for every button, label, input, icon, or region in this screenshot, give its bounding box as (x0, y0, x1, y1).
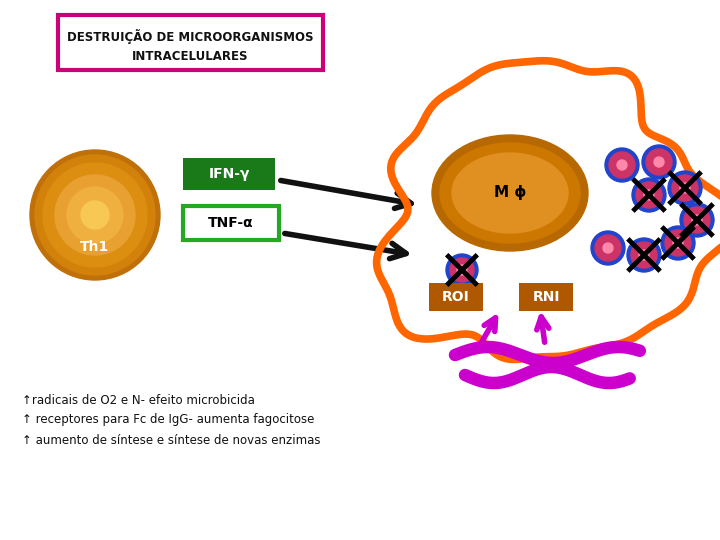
Circle shape (627, 238, 661, 272)
Circle shape (605, 148, 639, 182)
FancyBboxPatch shape (429, 283, 483, 311)
Circle shape (644, 190, 654, 200)
Polygon shape (377, 60, 720, 360)
Circle shape (591, 231, 625, 265)
FancyBboxPatch shape (183, 158, 275, 190)
Text: IFN-γ: IFN-γ (208, 167, 250, 181)
Text: RNI: RNI (532, 290, 559, 304)
Circle shape (450, 258, 474, 282)
FancyBboxPatch shape (183, 206, 279, 240)
Text: Th1: Th1 (81, 240, 109, 254)
Ellipse shape (440, 143, 580, 243)
FancyBboxPatch shape (519, 283, 573, 311)
Circle shape (680, 183, 690, 193)
Circle shape (609, 152, 635, 178)
Circle shape (595, 235, 621, 261)
Ellipse shape (452, 153, 568, 233)
Circle shape (43, 163, 147, 267)
Circle shape (67, 187, 123, 243)
Text: INTRACELULARES: INTRACELULARES (132, 51, 248, 64)
Text: ROI: ROI (442, 290, 470, 304)
Circle shape (672, 175, 698, 201)
Circle shape (684, 207, 710, 233)
Circle shape (30, 150, 160, 280)
Circle shape (639, 250, 649, 260)
Text: ↑radicais de O2 e N- efeito microbicida: ↑radicais de O2 e N- efeito microbicida (22, 394, 255, 407)
Circle shape (35, 155, 155, 275)
Circle shape (668, 171, 702, 205)
Text: TNF-α: TNF-α (208, 216, 254, 230)
Circle shape (636, 182, 662, 208)
FancyBboxPatch shape (58, 15, 323, 70)
Text: ↑ receptores para Fc de IgG- aumenta fagocitose: ↑ receptores para Fc de IgG- aumenta fag… (22, 414, 315, 427)
Circle shape (661, 226, 695, 260)
Circle shape (446, 254, 478, 286)
Circle shape (617, 160, 627, 170)
Circle shape (603, 243, 613, 253)
Ellipse shape (432, 135, 588, 251)
Circle shape (632, 178, 666, 212)
Text: M ϕ: M ϕ (494, 186, 526, 200)
Circle shape (665, 230, 691, 256)
Circle shape (692, 215, 702, 225)
Circle shape (642, 145, 676, 179)
Circle shape (646, 149, 672, 175)
Circle shape (631, 242, 657, 268)
Text: ↑ aumento de síntese e síntese de novas enzimas: ↑ aumento de síntese e síntese de novas … (22, 434, 320, 447)
Circle shape (55, 175, 135, 255)
Text: DESTRUIÇÃO DE MICROORGANISMOS: DESTRUIÇÃO DE MICROORGANISMOS (67, 30, 313, 44)
Circle shape (81, 201, 109, 229)
Circle shape (680, 203, 714, 237)
Circle shape (457, 265, 467, 275)
Circle shape (673, 238, 683, 248)
Circle shape (654, 157, 664, 167)
